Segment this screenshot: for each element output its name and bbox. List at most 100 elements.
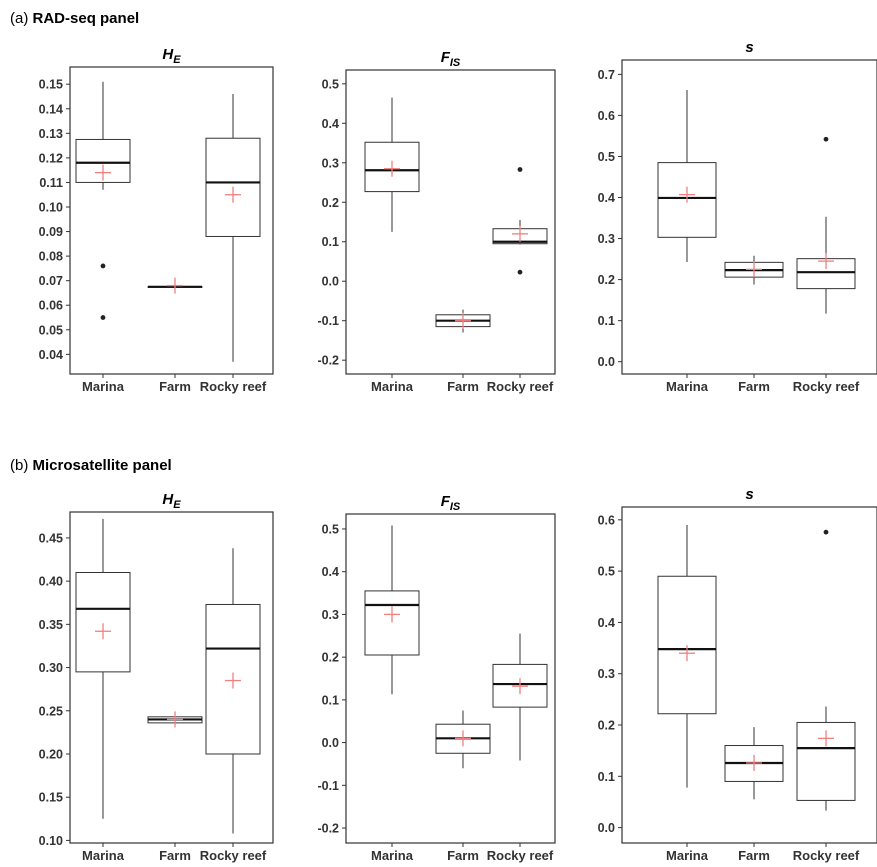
panel-a-title: RAD-seq panel (32, 10, 140, 27)
box-marina (75, 518, 131, 819)
plot-frame (345, 513, 556, 844)
y-tick-label: 0.2 (598, 719, 615, 733)
subplot-title-main: F (441, 493, 451, 510)
y-tick-label: 0.07 (39, 274, 63, 288)
subplot-title-main: s (745, 39, 753, 56)
y-tick-label: 0.5 (322, 77, 339, 91)
y-tick-label: 0.0 (598, 821, 615, 835)
y-tick-label: 0.3 (322, 608, 339, 622)
plot-frame (345, 69, 556, 375)
subplot-title-subscript: IS (450, 57, 461, 69)
x-tick-label: Farm (447, 379, 479, 394)
outlier-point (823, 529, 829, 535)
x-tick-label: Marina (82, 848, 125, 863)
y-tick-label: 0.13 (39, 127, 63, 141)
subplot-a-1: HE 0.04 0.05 0.06 0.07 0.08 0.09 0.10 0.11 0.12 0.… (39, 46, 274, 394)
outlier-point (517, 269, 523, 275)
y-tick-label: 0.35 (39, 618, 63, 632)
box-marina (75, 81, 131, 320)
plot-frame (621, 506, 877, 844)
y-tick-label: 0.2 (322, 651, 339, 665)
subplot-title-main: H (162, 46, 174, 63)
y-tick-label: 0.0 (322, 275, 339, 289)
x-tick-label: Marina (371, 379, 414, 394)
subplot-a-2: FIS -0.2 -0.1 0.0 0.1 0.2 0.3 0.4 0.5 Marina Farm R… (317, 49, 556, 394)
y-tick-label: 0.3 (598, 232, 615, 246)
y-tick-label: 0.05 (39, 323, 63, 337)
y-tick-label: 0.06 (39, 299, 63, 313)
box-farm (147, 277, 203, 294)
outlier-point (823, 136, 829, 142)
iqr-box (657, 575, 717, 715)
y-tick-label: 0.30 (39, 661, 63, 675)
subplot-b-1: HE 0.10 0.15 0.20 0.25 0.30 0.35 0.40 0.45 Marina… (39, 491, 274, 863)
box-rocky-reef (796, 529, 856, 811)
subplot-title-subscript: E (173, 499, 181, 511)
box-farm (435, 309, 491, 333)
box-rocky-reef (492, 167, 548, 275)
box-rocky-reef (492, 633, 548, 761)
y-tick-label: 0.3 (322, 156, 339, 170)
y-tick-label: 0.04 (39, 348, 63, 362)
y-tick-label: 0.5 (598, 150, 615, 164)
y-tick-label: -0.2 (317, 354, 339, 368)
y-tick-label: -0.2 (317, 822, 339, 836)
x-tick-label: Rocky reef (487, 379, 554, 394)
subplot-title-subscript: E (173, 54, 181, 66)
x-tick-label: Rocky reef (200, 379, 267, 394)
panel-b-heading: (b) Microsatellite panel (10, 457, 172, 474)
iqr-box (75, 571, 131, 673)
box-marina (657, 524, 717, 788)
y-tick-label: 0.11 (39, 176, 63, 190)
y-tick-label: 0.4 (322, 117, 339, 131)
y-tick-label: 0.1 (598, 770, 615, 784)
y-tick-label: 0.6 (598, 513, 615, 527)
subplot-title-main: F (441, 49, 451, 66)
y-tick-label: 0.09 (39, 225, 63, 239)
x-tick-label: Rocky reef (793, 848, 860, 863)
subplot-title: FIS (441, 493, 461, 513)
y-tick-label: 0.2 (598, 273, 615, 287)
y-tick-label: 0.7 (598, 68, 615, 82)
y-tick-label: 0.3 (598, 667, 615, 681)
subplot-title: s (745, 486, 753, 503)
x-tick-label: Marina (666, 848, 709, 863)
panel-b-letter: (b) (10, 457, 29, 474)
x-tick-label: Farm (159, 848, 191, 863)
plot-frame (621, 59, 877, 375)
y-tick-label: 0.0 (598, 355, 615, 369)
outlier-point (517, 167, 523, 172)
panel-b-title: Microsatellite panel (32, 457, 172, 474)
subplot-title: FIS (441, 49, 461, 69)
box-marina (657, 89, 717, 262)
subplot-b-3: s 0.0 0.1 0.2 0.3 0.4 0.5 0.6 Marina Farm Rocky re… (598, 486, 877, 863)
y-tick-label: 0.15 (39, 791, 63, 805)
plot-frame (69, 511, 274, 844)
x-tick-label: Farm (738, 848, 770, 863)
y-tick-label: 0.4 (598, 616, 615, 630)
y-tick-label: 0.08 (39, 250, 63, 264)
x-tick-label: Farm (738, 379, 770, 394)
box-farm (724, 255, 784, 285)
box-farm (724, 727, 784, 800)
y-tick-label: -0.1 (317, 314, 339, 328)
y-tick-label: 0.6 (598, 109, 615, 123)
y-tick-label: 0.10 (39, 200, 63, 214)
box-farm (147, 711, 203, 728)
box-marina (364, 97, 420, 232)
subplot-title-main: s (745, 486, 753, 503)
y-tick-label: 0.14 (39, 102, 63, 116)
box-rocky-reef (796, 136, 856, 314)
y-tick-label: 0.40 (39, 575, 63, 589)
box-marina (364, 525, 420, 695)
iqr-box (364, 590, 420, 656)
x-tick-label: Marina (82, 379, 125, 394)
y-tick-label: 0.4 (598, 191, 615, 205)
x-tick-label: Rocky reef (793, 379, 860, 394)
y-tick-label: 0.5 (322, 522, 339, 536)
subplot-title-main: H (162, 491, 174, 508)
box-farm (435, 710, 491, 769)
y-tick-label: 0.1 (598, 314, 615, 328)
y-tick-label: 0.20 (39, 747, 63, 761)
